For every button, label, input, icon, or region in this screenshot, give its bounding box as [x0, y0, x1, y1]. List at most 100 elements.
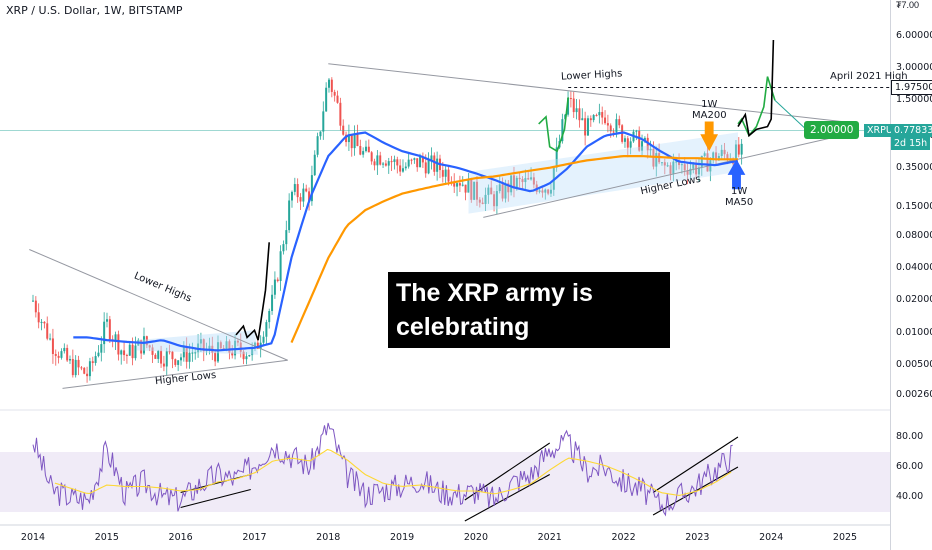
- rsi-ma-line: [54, 448, 732, 496]
- candle-body: [487, 187, 490, 195]
- candle-body: [359, 146, 362, 155]
- candle-body: [419, 157, 422, 168]
- target-price-tag: 2.00000: [804, 121, 860, 139]
- fractal-path-2021: [538, 97, 569, 153]
- candle-body: [413, 158, 416, 160]
- time-tick-label: 2018: [316, 532, 341, 543]
- candle-body: [626, 138, 629, 148]
- candle-body: [165, 351, 168, 367]
- candle-body: [367, 146, 370, 153]
- time-tick-label: 2022: [611, 532, 636, 543]
- price-tick-label: 1.50000: [896, 94, 932, 106]
- candle-body: [66, 347, 69, 361]
- candle-body: [649, 148, 652, 151]
- projection-connector: [774, 99, 809, 132]
- candle-body: [105, 319, 108, 322]
- candle-body: [145, 336, 148, 346]
- candle-body: [601, 112, 604, 118]
- candle-body: [623, 138, 626, 142]
- candle-body: [177, 360, 180, 365]
- candle-body: [216, 342, 219, 362]
- candle-body: [148, 345, 151, 348]
- lower-highs-trendline-right: [328, 63, 842, 122]
- candle-body: [737, 144, 740, 155]
- candle-body: [265, 322, 268, 337]
- headline-line1: The XRP army is celebrating: [396, 279, 593, 341]
- candle-body: [498, 184, 501, 192]
- candle-body: [584, 118, 587, 136]
- candle-body: [34, 300, 37, 313]
- candle-body: [538, 190, 541, 192]
- candle-body: [384, 163, 387, 166]
- candle-body: [430, 155, 433, 161]
- candle-body: [598, 112, 601, 116]
- candle-body: [376, 155, 379, 166]
- candle-body: [46, 323, 49, 339]
- candle-body: [185, 346, 188, 362]
- candle-body: [299, 197, 302, 202]
- price-tick-label: 0.00500: [896, 358, 932, 370]
- candle-body: [174, 359, 177, 365]
- rsi-tick-label: 80.00: [896, 431, 924, 442]
- candle-body: [262, 336, 265, 343]
- candle-body: [171, 351, 174, 360]
- time-tick-label: 2017: [242, 532, 267, 543]
- candle-body: [279, 251, 282, 282]
- candle-body: [57, 355, 60, 358]
- candle-body: [541, 190, 544, 193]
- headline-box: The XRP army is celebrating and rightful…: [388, 272, 670, 375]
- candle-body: [666, 165, 669, 167]
- rsi-tick-label: 40.00: [896, 491, 924, 502]
- candle-body: [478, 199, 481, 203]
- candle-body: [54, 354, 57, 356]
- candle-body: [77, 359, 80, 368]
- candle-body: [194, 352, 197, 354]
- consolidation-zone-left: [136, 330, 259, 355]
- candle-body: [134, 345, 137, 359]
- candle-body: [151, 347, 154, 355]
- candle-body: [669, 165, 672, 174]
- candle-body: [561, 119, 564, 142]
- candle-body: [353, 134, 356, 149]
- time-tick-label: 2019: [389, 532, 415, 543]
- candle-body: [578, 108, 581, 121]
- price-tick-label: 0.00260: [896, 389, 932, 400]
- time-tick-label: 2020: [463, 532, 488, 543]
- candle-body: [43, 321, 46, 324]
- candle-body: [308, 191, 311, 202]
- annotation-ma50: 1W MA50: [725, 186, 753, 208]
- annotation-ma200-line2: MA200: [692, 110, 727, 121]
- candle-body: [128, 344, 131, 356]
- candle-body: [521, 179, 524, 183]
- candle-body: [686, 170, 689, 175]
- candle-body: [362, 151, 365, 155]
- candle-body: [387, 161, 390, 166]
- candle-body: [282, 244, 285, 252]
- candle-body: [100, 344, 103, 353]
- candle-body: [86, 373, 89, 377]
- price-tick-label: 0.01000: [896, 326, 932, 338]
- candle-body: [672, 161, 675, 174]
- candle-body: [495, 191, 498, 207]
- candle-body: [475, 181, 478, 200]
- candle-body: [715, 152, 718, 161]
- annotation-ma50-line2: MA50: [725, 197, 754, 208]
- candle-body: [680, 164, 683, 166]
- ma50-line: [73, 131, 738, 352]
- candle-body: [416, 158, 419, 168]
- candle-body: [333, 91, 336, 96]
- candle-body: [544, 189, 547, 193]
- overlays-layer: [0, 39, 890, 389]
- candle-body: [638, 130, 641, 151]
- candle-body: [253, 342, 256, 348]
- candle-body: [268, 311, 271, 323]
- candle-body: [706, 153, 709, 172]
- candle-body: [720, 149, 723, 157]
- candle-body: [586, 118, 589, 136]
- candle-body: [549, 189, 552, 194]
- candle-body: [219, 342, 222, 349]
- candle-body: [456, 183, 459, 187]
- candle-body: [458, 183, 461, 186]
